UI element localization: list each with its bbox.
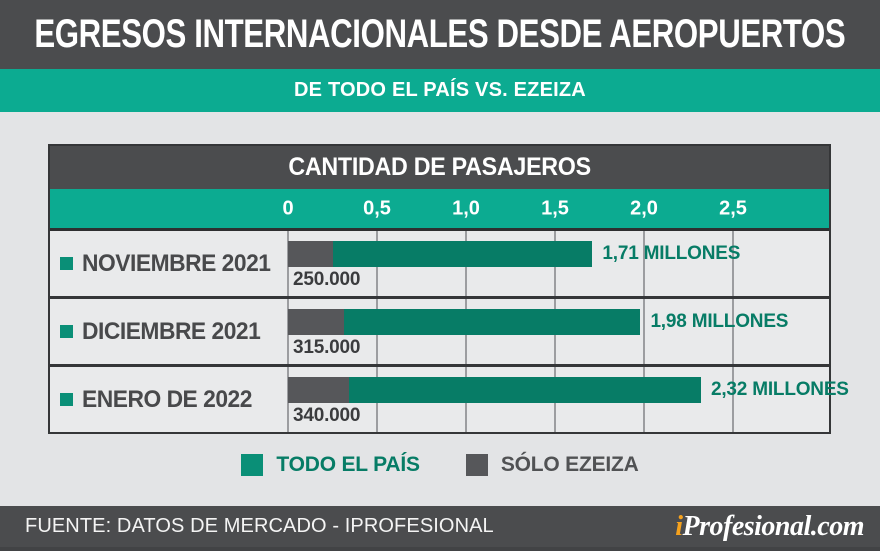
- chart-rows-area: NOVIEMBRE 2021 1,71 MILLONES 250.000 DICIEM…: [50, 231, 849, 432]
- row-separator: [50, 364, 829, 367]
- axis-tick-2,0: 2,0: [630, 197, 658, 219]
- axis-tick-0,5: 0,5: [363, 197, 391, 219]
- country-value-label: 2,32 MILLONES: [710, 379, 849, 400]
- ezeiza-value-label: 250.000: [293, 269, 361, 290]
- country-legend-label: TODO EL PAÍS: [276, 453, 420, 476]
- axis-tick-1,0: 1,0: [452, 197, 480, 219]
- row-label-group: ENERO DE 2022: [60, 367, 261, 432]
- chart-title-bar: CANTIDAD DE PASAJEROS: [50, 146, 829, 189]
- subtitle-bar: DE TODO EL PAÍS VS. EZEIZA: [0, 69, 880, 112]
- chart-row-3: ENERO DE 2022 2,32 MILLONES 340.000: [50, 367, 849, 432]
- ezeiza-value-label: 315.000: [293, 337, 361, 358]
- axis-tick-0: 0: [282, 197, 294, 219]
- chart-panel: CANTIDAD DE PASAJEROS 0 0,5 1,0 1,5 2,0 2,5 N…: [48, 144, 849, 434]
- bullet-square-icon: [60, 325, 73, 338]
- ezeiza-legend-label: SÓLO EZEIZA: [500, 453, 639, 476]
- legend-item-ezeiza: SÓLO EZEIZA: [465, 453, 639, 477]
- row-label-group: DICIEMBRE 2021: [60, 299, 270, 364]
- country-bar: [288, 309, 641, 335]
- ezeiza-bar-segment: [288, 241, 333, 267]
- chart-title: CANTIDAD DE PASAJEROS: [288, 153, 591, 181]
- ezeiza-legend-swatch: [465, 454, 488, 476]
- ezeiza-bar-segment: [288, 309, 345, 335]
- title-bar: EGRESOS INTERNACIONALES DESDE AEROPUERTO…: [0, 0, 880, 69]
- gridline: [643, 231, 645, 432]
- source-text: FUENTE: DATOS DE MERCADO - IPROFESIONAL: [25, 515, 494, 537]
- bullet-square-icon: [60, 257, 73, 270]
- chart-row-2: DICIEMBRE 2021 1,98 MILLONES 315.000: [50, 299, 829, 364]
- row-separator: [50, 296, 829, 299]
- logo-rest: Profesional.com: [682, 510, 865, 542]
- row-label: ENERO DE 2022: [82, 385, 252, 413]
- country-legend-swatch: [241, 454, 264, 476]
- footer-bar: FUENTE: DATOS DE MERCADO - IPROFESIONAL …: [0, 506, 880, 551]
- chart-row-1: NOVIEMBRE 2021 1,71 MILLONES 250.000: [50, 231, 829, 296]
- legend-item-country: TODO EL PAÍS: [241, 453, 420, 477]
- legend: TODO EL PAÍS SÓLO EZEIZA: [0, 446, 880, 484]
- logo-prefix: i: [675, 510, 683, 542]
- axis-band: 0 0,5 1,0 1,5 2,0 2,5: [50, 189, 829, 231]
- iprofesional-logo: iProfesional.com: [675, 511, 864, 543]
- country-bar: [288, 241, 593, 267]
- axis-tick-2,5: 2,5: [719, 197, 747, 219]
- country-bar: [288, 377, 701, 403]
- subtitle: DE TODO EL PAÍS VS. EZEIZA: [294, 79, 586, 101]
- row-label: NOVIEMBRE 2021: [82, 249, 271, 277]
- country-value-label: 1,98 MILLONES: [650, 311, 789, 332]
- row-label: DICIEMBRE 2021: [82, 317, 261, 345]
- gridline: [732, 231, 734, 432]
- ezeiza-bar-segment: [288, 377, 349, 403]
- main-title: EGRESOS INTERNACIONALES DESDE AEROPUERTO…: [34, 12, 846, 56]
- axis-tick-1,5: 1,5: [541, 197, 569, 219]
- bullet-square-icon: [60, 393, 73, 406]
- row-label-group: NOVIEMBRE 2021: [60, 231, 280, 296]
- ezeiza-value-label: 340.000: [293, 405, 361, 426]
- country-value-label: 1,71 MILLONES: [602, 243, 741, 264]
